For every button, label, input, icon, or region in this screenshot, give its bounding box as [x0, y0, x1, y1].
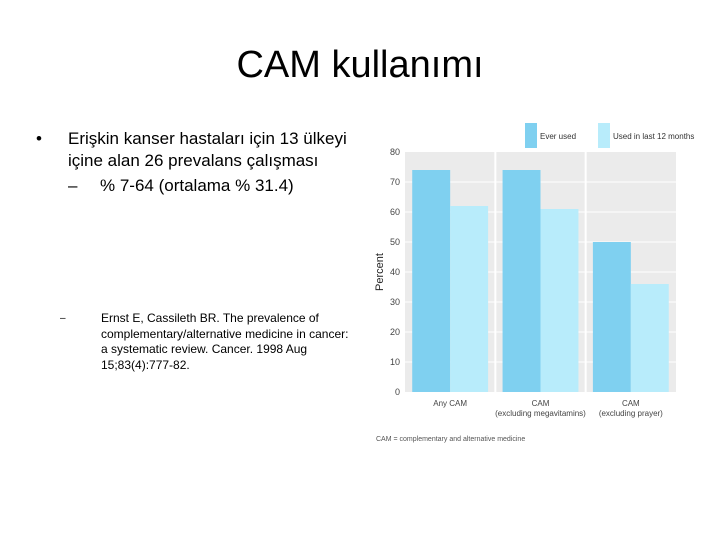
sub-bullet-item: – % 7-64 (ortalama % 31.4)	[30, 175, 360, 197]
y-tick-label: 0	[395, 387, 400, 397]
legend-label: Used in last 12 months	[613, 132, 694, 141]
sub-bullet-text: % 7-64 (ortalama % 31.4)	[100, 176, 294, 195]
legend-swatch	[525, 123, 537, 148]
bullet-list: • Erişkin kanser hastaları için 13 ülkey…	[30, 128, 360, 197]
bullet-item: • Erişkin kanser hastaları için 13 ülkey…	[30, 128, 360, 172]
x-tick-label: Any CAM	[433, 399, 467, 408]
bar	[412, 170, 451, 392]
reference-dash: –	[60, 313, 66, 324]
y-axis-label: Percent	[374, 253, 386, 291]
y-tick-label: 10	[390, 357, 400, 367]
x-tick-label: (excluding prayer)	[599, 409, 663, 418]
bullet-text: Erişkin kanser hastaları için 13 ülkeyi …	[68, 129, 347, 170]
y-tick-label: 80	[390, 147, 400, 157]
x-tick-label: CAM	[622, 399, 640, 408]
bar	[540, 209, 579, 392]
y-tick-label: 50	[390, 237, 400, 247]
reference-text: Ernst E, Cassileth BR. The prevalence of…	[101, 311, 349, 372]
x-tick-label: CAM	[532, 399, 550, 408]
slide-title: CAM kullanımı	[236, 44, 484, 86]
legend-label: Ever used	[540, 132, 576, 141]
reference-item: – Ernst E, Cassileth BR. The prevalence …	[60, 311, 358, 373]
bar	[502, 170, 541, 392]
bars	[412, 170, 669, 392]
sub-bullet-dash: –	[68, 176, 78, 195]
y-tick-label: 60	[390, 207, 400, 217]
bar	[592, 242, 631, 392]
y-tick-label: 40	[390, 267, 400, 277]
bullet-dot: •	[36, 129, 42, 148]
y-tick-label: 70	[390, 177, 400, 187]
legend-swatch	[598, 123, 610, 148]
x-tick-label: (excluding megavitamins)	[495, 409, 586, 418]
bar	[630, 284, 669, 392]
y-tick-labels: 0 10 20 30 40 50 60 70 80	[390, 147, 400, 397]
y-tick-label: 20	[390, 327, 400, 337]
y-tick-label: 30	[390, 297, 400, 307]
bar	[450, 206, 489, 392]
legend: Ever used Used in last 12 months	[525, 123, 694, 148]
chart-footnote: CAM = complementary and alternative medi…	[376, 436, 525, 443]
x-tick-labels: Any CAM CAM(excluding megavitamins)CAM(ex…	[433, 399, 663, 418]
